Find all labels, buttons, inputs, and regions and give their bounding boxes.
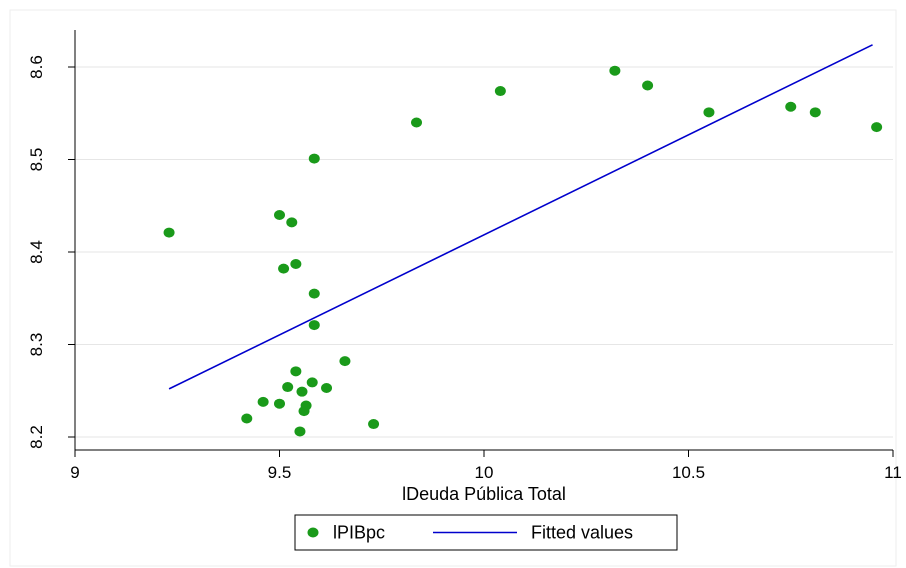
y-tick-label: 8.5 [27, 148, 46, 172]
x-tick-label: 10 [475, 463, 494, 482]
x-tick-label: 9.5 [268, 463, 292, 482]
scatter-point [290, 259, 302, 270]
graph-region [9, 9, 897, 567]
x-tick-label: 10.5 [672, 463, 705, 482]
scatter-point [308, 288, 320, 299]
legend-label: lPIBpc [333, 523, 385, 543]
scatter-point [290, 366, 302, 377]
y-tick-label: 8.6 [27, 55, 46, 79]
scatter-point [296, 386, 308, 397]
scatter-point [339, 356, 351, 367]
scatter-point [308, 320, 320, 331]
y-tick-label: 8.2 [27, 425, 46, 449]
scatter-point [308, 153, 320, 164]
y-tick-label: 8.3 [27, 333, 46, 357]
scatter-point [274, 210, 285, 220]
scatter-point [241, 413, 253, 424]
scatter-point [809, 107, 821, 118]
scatter-point [278, 263, 290, 274]
x-axis-title: lDeuda Pública Total [402, 484, 566, 504]
fitted-line [168, 44, 873, 390]
x-tick-label: 11 [884, 463, 902, 482]
scatter-point [257, 396, 269, 407]
scatter-point [294, 426, 306, 437]
scatter-point [306, 377, 318, 388]
scatter-point [642, 80, 654, 91]
scatter-point [163, 227, 175, 238]
scatter-point [274, 398, 285, 409]
scatter-point [286, 217, 298, 228]
scatter-point [282, 382, 294, 393]
scatter-point [300, 400, 312, 411]
legend: lPIBpc Fitted values [294, 514, 678, 551]
legend-marker-scatter [307, 527, 319, 538]
legend-label: Fitted values [531, 523, 633, 543]
scatter-point [609, 65, 621, 76]
scatter-point [703, 107, 715, 118]
y-tick-label: 8.4 [27, 240, 46, 264]
series [163, 44, 883, 437]
grid [75, 66, 893, 438]
scatter-point [871, 122, 883, 133]
axes: 8.2 8.3 8.4 8.5 8.6 9 9.5 10 10.5 11 [27, 30, 902, 482]
scatter-point [494, 86, 506, 97]
scatter-point [368, 419, 380, 430]
x-tick-label: 9 [70, 463, 79, 482]
scatter-point [321, 382, 333, 393]
scatter-point [785, 101, 797, 112]
scatter-point [411, 117, 423, 128]
